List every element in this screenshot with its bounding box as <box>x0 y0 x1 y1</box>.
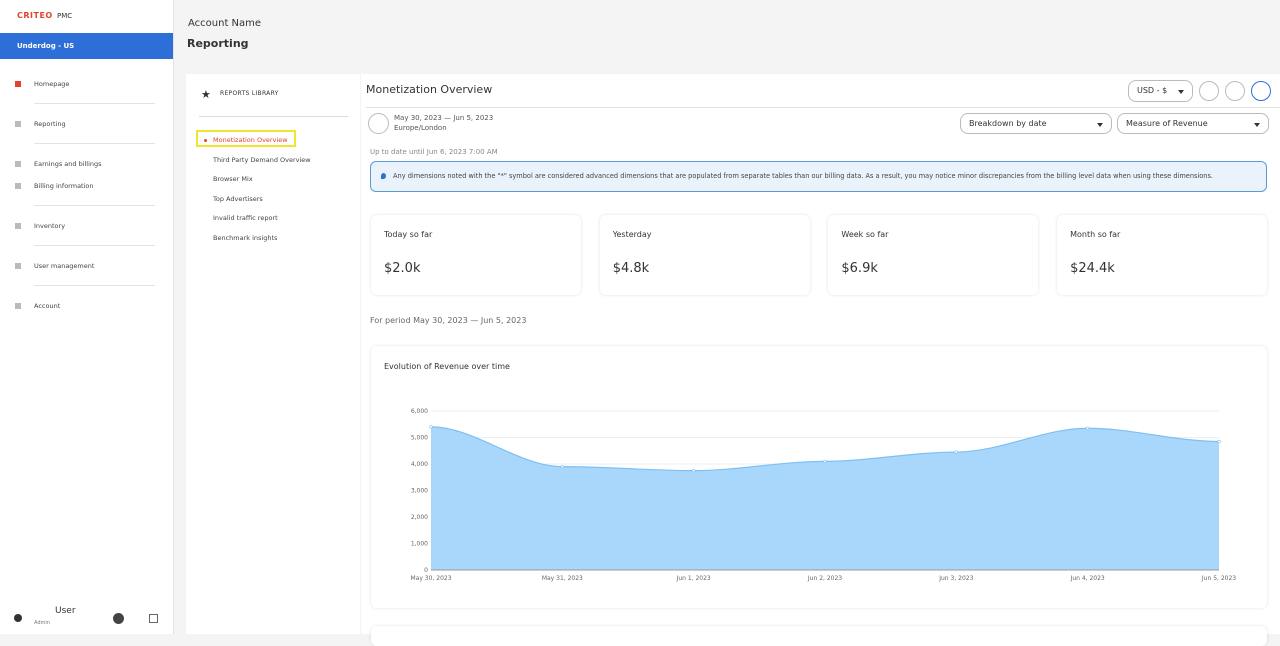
divider <box>34 285 155 286</box>
x-tick-label: Jun 5, 2023 <box>1201 575 1236 582</box>
kpi-value: $2.0k <box>384 261 421 276</box>
star-icon: ★ <box>201 88 211 101</box>
y-tick-label: 0 <box>424 567 428 574</box>
updated-note: Up to date until Jun 6, 2023 7:00 AM <box>370 148 498 156</box>
nav-item[interactable]: Earnings and billings <box>34 160 102 168</box>
timezone: Europe/London <box>394 124 447 132</box>
account-switcher[interactable]: Underdog - US <box>0 33 173 59</box>
period-label: For period May 30, 2023 — Jun 5, 2023 <box>370 316 527 325</box>
nav-item[interactable]: Inventory <box>34 222 66 230</box>
y-tick-label: 1,000 <box>411 541 428 548</box>
x-tick-label: Jun 4, 2023 <box>1070 575 1105 582</box>
library-item[interactable]: Third Party Demand Overview <box>213 155 311 164</box>
kpi-card <box>1057 215 1268 295</box>
nav-icon <box>15 161 21 167</box>
point <box>954 450 958 454</box>
library-item[interactable]: Invalid traffic report <box>213 214 278 223</box>
y-tick-label: 3,000 <box>411 488 428 495</box>
sidebar <box>0 0 174 634</box>
y-tick-label: 5,000 <box>411 435 428 442</box>
y-tick-label: 2,000 <box>411 514 428 521</box>
filter-button[interactable] <box>1199 81 1219 101</box>
nav-icon <box>15 121 21 127</box>
divider <box>199 116 348 117</box>
nav-item[interactable]: Homepage <box>34 80 70 88</box>
y-tick-label: 6,000 <box>411 408 428 415</box>
kpi-value: $6.9k <box>841 261 878 276</box>
library-title: REPORTS LIBRARY <box>220 90 279 97</box>
point <box>1086 426 1090 430</box>
x-tick-label: Jun 2, 2023 <box>807 575 842 582</box>
page-title: Reporting <box>187 37 249 50</box>
report-title: Monetization Overview <box>366 83 493 96</box>
breakdown-select[interactable]: Breakdown by date <box>960 113 1112 134</box>
nav-icon <box>15 183 21 189</box>
logout-button[interactable] <box>113 613 124 624</box>
nav-item[interactable]: Billing information <box>34 182 94 190</box>
date-range: May 30, 2023 — Jun 5, 2023 <box>394 114 494 122</box>
library-item[interactable]: Benchmark insights <box>213 234 278 242</box>
point <box>429 425 433 429</box>
nav-icon <box>15 263 21 269</box>
kpi-label: Week so far <box>841 230 889 239</box>
kpi-card <box>371 215 581 295</box>
area <box>431 426 1219 570</box>
library-item[interactable]: Monetization Overview <box>213 136 288 144</box>
kpi-value: $24.4k <box>1070 261 1115 276</box>
kpi-label: Today so far <box>384 230 433 239</box>
nav-item[interactable]: User management <box>34 262 95 270</box>
x-tick-label: May 30, 2023 <box>410 575 451 582</box>
divider <box>34 245 155 246</box>
product: PMC <box>57 12 73 20</box>
point <box>823 459 827 463</box>
kpi-label: Month so far <box>1070 230 1121 239</box>
collapse-button[interactable] <box>149 614 158 623</box>
divider <box>34 143 155 144</box>
divider <box>366 107 1280 108</box>
info-icon <box>381 173 386 179</box>
currency-select[interactable]: USD - $ <box>1128 80 1193 102</box>
kpi-card <box>599 215 810 295</box>
x-tick-label: Jun 1, 2023 <box>676 575 711 582</box>
y-tick-label: 4,000 <box>411 461 428 468</box>
avatar <box>14 614 22 622</box>
nav-icon <box>15 223 21 229</box>
nav-item[interactable]: Account <box>34 302 61 310</box>
point <box>560 465 564 469</box>
chart-title: Evolution of Revenue over time <box>384 362 510 371</box>
x-tick-label: May 31, 2023 <box>542 575 583 582</box>
library-item[interactable]: Browser Mix <box>213 175 253 184</box>
kpi-value: $4.8k <box>612 261 650 276</box>
library-item[interactable]: Top Advertisers <box>213 194 263 203</box>
nav-item[interactable]: Reporting <box>34 120 66 128</box>
bullet <box>204 139 207 142</box>
highlight <box>196 130 296 147</box>
nav-icon <box>15 303 21 309</box>
x-tick-label: Jun 3, 2023 <box>938 575 973 582</box>
brand: CRITEO <box>17 11 53 20</box>
notice-banner: Any dimensions noted with the "*" symbol… <box>370 161 1267 192</box>
kpi-label: Yesterday <box>612 230 652 239</box>
point <box>692 469 696 473</box>
export-button[interactable] <box>1225 81 1245 101</box>
point <box>1217 439 1221 444</box>
reports-library <box>186 74 360 634</box>
user-name: User <box>55 606 76 616</box>
chart: Evolution of Revenue over time 0 1,000 2,0… <box>384 362 1236 582</box>
calendar-button[interactable] <box>368 113 389 134</box>
nav-icon <box>15 81 21 87</box>
kpi-card <box>828 215 1039 295</box>
next-card <box>371 626 1267 646</box>
save-button[interactable] <box>1251 81 1271 101</box>
divider <box>34 205 155 206</box>
chart-card: Evolution of Revenue over time 0 1,000 2,0… <box>371 346 1267 608</box>
user-role: Admin <box>34 620 50 626</box>
measure-select[interactable]: Measure of Revenue <box>1117 113 1269 134</box>
account-name: Account Name <box>188 18 262 29</box>
divider <box>34 103 155 104</box>
